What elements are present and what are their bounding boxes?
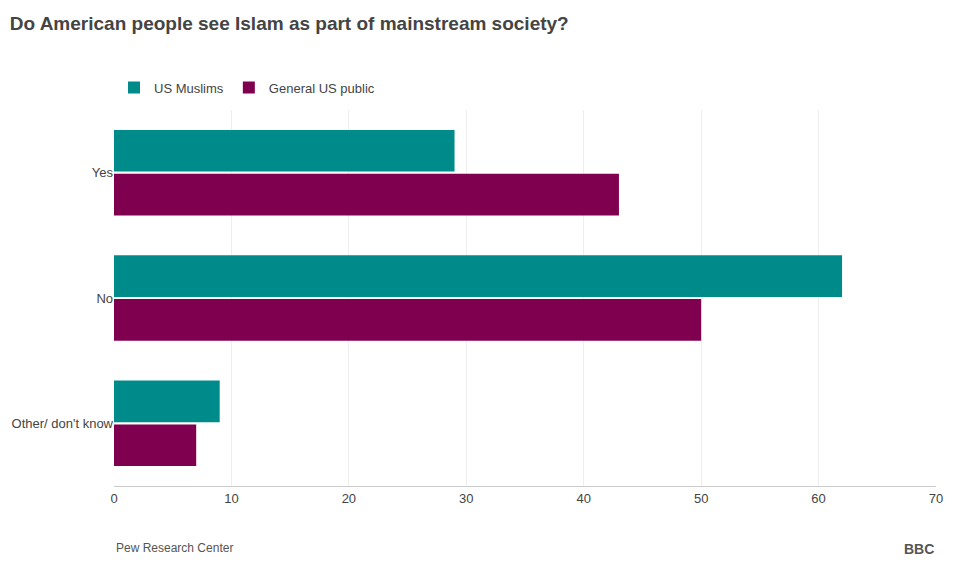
svg-text:70: 70 [929,491,943,506]
svg-text:50: 50 [694,491,708,506]
svg-text:0: 0 [110,491,117,506]
svg-text:10: 10 [224,491,238,506]
svg-text:Other/ don't know: Other/ don't know [12,416,114,431]
svg-text:BBC: BBC [904,541,934,557]
svg-text:Do American people see Islam a: Do American people see Islam as part of … [10,13,569,34]
svg-text:Yes: Yes [92,165,114,180]
svg-text:60: 60 [811,491,825,506]
svg-text:40: 40 [576,491,590,506]
svg-text:30: 30 [459,491,473,506]
svg-text:General US public: General US public [269,81,375,96]
svg-text:Pew Research Center: Pew Research Center [116,541,233,555]
svg-text:20: 20 [342,491,356,506]
svg-text:No: No [96,291,113,306]
svg-text:US Muslims: US Muslims [154,81,224,96]
